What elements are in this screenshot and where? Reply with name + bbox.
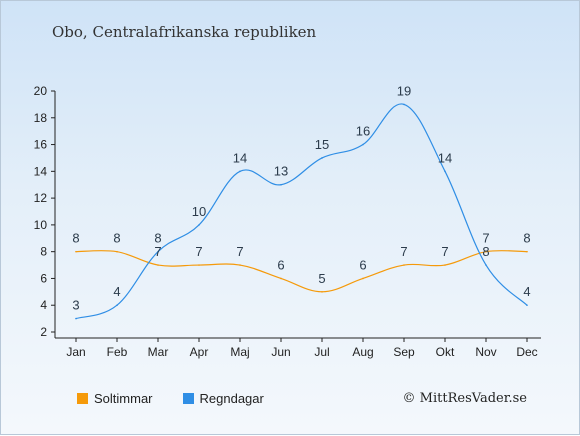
- data-label-soltimmar: 7: [441, 244, 448, 259]
- data-label-regndagar: 4: [523, 284, 530, 299]
- y-tick-label: 16: [34, 138, 48, 152]
- x-tick-label: Apr: [190, 345, 209, 359]
- data-label-regndagar: 16: [356, 124, 370, 139]
- x-tick-label: Feb: [107, 345, 128, 359]
- x-tick-label: Nov: [475, 345, 496, 359]
- x-tick-label: Okt: [436, 345, 455, 359]
- data-point-regndagar: [403, 103, 405, 106]
- x-tick-label: Aug: [352, 345, 373, 359]
- series-line-regndagar: [75, 103, 528, 320]
- data-label-soltimmar: 7: [195, 244, 202, 259]
- x-tick-label: Jan: [66, 345, 85, 359]
- legend-swatch-soltimmar: [77, 393, 88, 404]
- data-label-regndagar: 15: [315, 137, 329, 152]
- y-tick-label: 12: [34, 191, 48, 205]
- legend: Soltimmar Regndagar: [77, 391, 294, 406]
- data-point-soltimmar: [321, 291, 323, 293]
- x-tick-label: Maj: [230, 345, 249, 359]
- y-tick-label: 8: [40, 245, 47, 259]
- data-point-regndagar: [239, 170, 241, 173]
- data-point-soltimmar: [198, 264, 200, 266]
- x-tick-label: Dec: [516, 345, 537, 359]
- data-label-soltimmar: 7: [236, 244, 243, 259]
- data-label-regndagar: 8: [482, 244, 489, 259]
- y-tick-label: 10: [34, 218, 48, 232]
- data-label-regndagar: 14: [438, 150, 452, 165]
- data-label-regndagar: 13: [274, 164, 288, 179]
- data-point-regndagar: [116, 304, 118, 307]
- data-point-regndagar: [321, 157, 323, 159]
- data-point-soltimmar: [239, 264, 241, 266]
- data-label-regndagar: 19: [397, 83, 411, 98]
- legend-label-regndagar: Regndagar: [199, 391, 264, 406]
- data-point-regndagar: [157, 250, 159, 253]
- y-tick-label: 6: [40, 271, 47, 285]
- data-point-regndagar: [526, 304, 528, 307]
- data-point-regndagar: [75, 317, 77, 320]
- legend-swatch-regndagar: [182, 393, 194, 404]
- x-tick-label: Sep: [393, 345, 415, 359]
- data-point-soltimmar: [362, 277, 364, 280]
- data-label-soltimmar: 8: [523, 231, 530, 246]
- x-tick-label: Mar: [148, 345, 169, 359]
- data-point-soltimmar: [526, 250, 528, 253]
- data-point-soltimmar: [403, 264, 405, 266]
- data-label-regndagar: 8: [154, 231, 161, 246]
- data-point-regndagar: [280, 183, 282, 186]
- data-label-soltimmar: 7: [400, 244, 407, 259]
- y-tick-label: 18: [34, 111, 48, 125]
- data-label-soltimmar: 8: [72, 231, 79, 246]
- data-label-regndagar: 3: [72, 298, 79, 313]
- data-point-regndagar: [444, 170, 446, 173]
- data-point-regndagar: [485, 264, 487, 266]
- legend-item-regndagar: Regndagar: [182, 391, 264, 406]
- data-point-soltimmar: [280, 277, 282, 280]
- legend-label-soltimmar: Soltimmar: [94, 391, 153, 406]
- data-point-soltimmar: [75, 250, 77, 253]
- data-label-soltimmar: 7: [154, 244, 161, 259]
- data-point-soltimmar: [485, 250, 487, 253]
- data-label-regndagar: 4: [113, 284, 120, 299]
- data-label-soltimmar: 6: [359, 257, 366, 272]
- data-point-regndagar: [362, 143, 364, 146]
- data-label-soltimmar: 6: [277, 257, 284, 272]
- copyright-text: © MittResVader.se: [402, 391, 527, 406]
- y-tick-label: 20: [34, 84, 48, 98]
- data-label-regndagar: 14: [233, 150, 247, 165]
- y-tick-label: 14: [34, 164, 48, 178]
- data-label-soltimmar: 5: [318, 271, 325, 286]
- y-tick-label: 4: [40, 298, 47, 312]
- x-tick-label: Jul: [314, 345, 329, 359]
- data-label-regndagar: 10: [192, 204, 206, 219]
- data-point-soltimmar: [157, 264, 159, 266]
- legend-item-soltimmar: Soltimmar: [77, 391, 153, 406]
- chart-title: Obo, Centralafrikanska republiken: [52, 23, 317, 41]
- data-point-soltimmar: [444, 264, 446, 266]
- x-tick-label: Jun: [271, 345, 290, 359]
- y-tick-label: 2: [40, 325, 47, 339]
- data-point-soltimmar: [116, 250, 118, 253]
- series-line-soltimmar: [75, 250, 528, 293]
- data-label-soltimmar: 7: [482, 231, 489, 246]
- data-point-regndagar: [198, 224, 200, 226]
- data-label-soltimmar: 8: [113, 231, 120, 246]
